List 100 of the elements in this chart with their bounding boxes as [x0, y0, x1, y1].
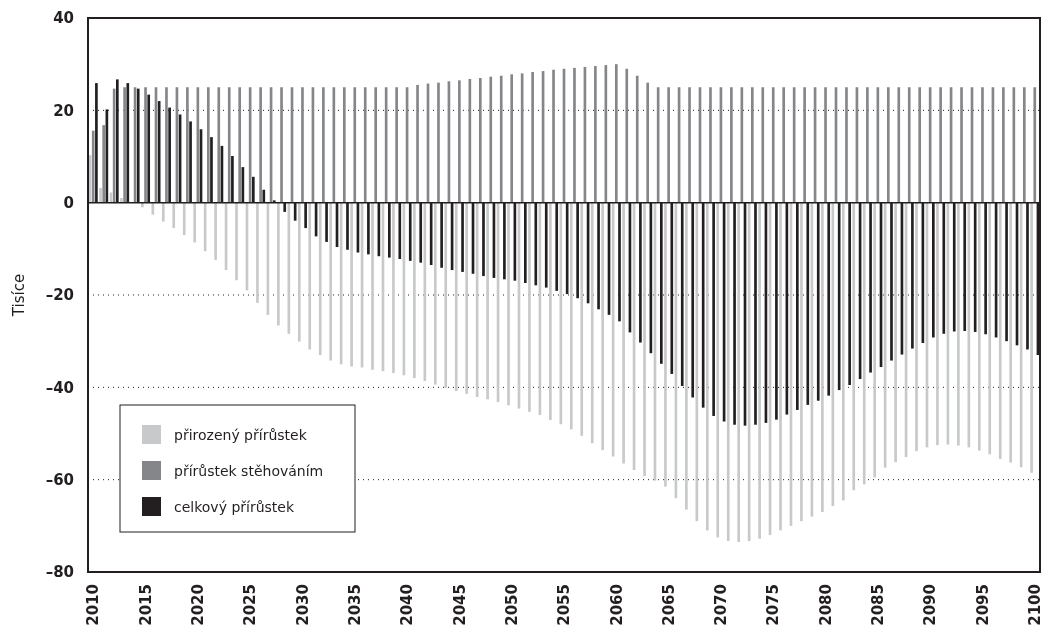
bar: [685, 202, 688, 510]
bar: [758, 202, 761, 539]
bar: [454, 202, 458, 392]
bar: [845, 87, 848, 203]
bar: [297, 202, 301, 342]
bar: [977, 202, 981, 451]
bar: [214, 202, 217, 260]
bar: [102, 125, 106, 203]
bar: [1022, 87, 1026, 203]
bar: [771, 87, 775, 203]
bar: [646, 82, 650, 203]
bar: [981, 87, 984, 203]
bar: [894, 202, 897, 463]
bar: [458, 80, 461, 203]
x-tick-label: 2030: [293, 584, 312, 626]
x-tick-label: 2065: [659, 584, 678, 626]
bar: [329, 202, 333, 361]
y-tick-label: –80: [45, 563, 74, 582]
bar: [779, 202, 782, 531]
bar: [873, 202, 877, 478]
bar: [165, 87, 168, 203]
bar: [416, 84, 419, 203]
bar: [960, 87, 963, 203]
x-tick-label: 2060: [607, 584, 626, 626]
bar: [499, 75, 503, 203]
x-tick-label: 2080: [816, 584, 835, 626]
x-tick-label: 2015: [136, 584, 155, 626]
bar: [413, 202, 416, 379]
bar: [437, 82, 440, 203]
bar: [601, 202, 605, 451]
bar: [259, 87, 262, 203]
bar: [206, 87, 210, 203]
bar: [301, 87, 304, 203]
bar: [695, 202, 699, 522]
bar: [988, 202, 992, 455]
bar: [186, 87, 189, 203]
bar: [141, 202, 144, 208]
x-tick-label: 2075: [764, 584, 783, 626]
bar: [614, 64, 618, 203]
bar: [549, 202, 552, 421]
bar: [936, 202, 939, 446]
bar: [552, 69, 555, 203]
x-tick-label: 2050: [502, 584, 521, 626]
y-axis-title: Tisíce: [10, 273, 28, 318]
bar: [824, 87, 827, 203]
x-tick-label: 2020: [189, 584, 208, 626]
bar: [730, 87, 733, 203]
bar: [782, 87, 786, 203]
bar: [580, 202, 584, 436]
bar: [486, 202, 489, 400]
bar: [423, 202, 427, 381]
bar: [91, 130, 95, 203]
bar: [1030, 202, 1033, 473]
bar: [688, 87, 691, 203]
bar: [643, 202, 646, 476]
bar: [705, 202, 709, 531]
legend-label: celkový přírůstek: [174, 498, 295, 515]
bar: [866, 87, 869, 203]
bar: [322, 87, 325, 203]
y-tick-label: –40: [45, 378, 74, 397]
bar: [395, 87, 398, 203]
bar: [573, 67, 576, 203]
x-tick-label: 2095: [973, 584, 992, 626]
bar: [590, 202, 594, 444]
bar: [510, 74, 514, 203]
bar: [161, 202, 165, 222]
bar: [569, 202, 573, 430]
x-tick-label: 2010: [84, 584, 103, 626]
bar: [374, 87, 378, 203]
bar: [433, 202, 437, 385]
bar: [915, 202, 918, 452]
y-tick-label: –60: [45, 470, 74, 489]
bar: [238, 87, 242, 203]
bar: [531, 72, 534, 203]
bar: [123, 87, 126, 203]
bar: [821, 202, 824, 512]
bar: [918, 87, 922, 203]
bar: [664, 202, 667, 487]
bar: [287, 202, 291, 334]
bar: [350, 202, 353, 367]
bar: [800, 202, 803, 522]
bar: [235, 202, 238, 281]
bar: [151, 202, 155, 215]
x-tick-label: 2070: [712, 584, 731, 626]
bar: [227, 87, 231, 203]
bar: [444, 202, 448, 388]
bar: [761, 87, 765, 203]
x-tick-label: 2085: [869, 584, 888, 626]
bar: [144, 87, 147, 203]
bar: [635, 75, 639, 203]
bar: [277, 202, 280, 326]
x-tick-label: 2035: [346, 584, 365, 626]
x-tick-label: 2055: [555, 584, 574, 626]
bar: [465, 202, 469, 394]
bar: [831, 202, 835, 506]
bar: [120, 198, 123, 203]
bar: [371, 202, 374, 370]
bar: [280, 87, 283, 203]
bar: [667, 87, 670, 203]
bar: [308, 202, 312, 350]
